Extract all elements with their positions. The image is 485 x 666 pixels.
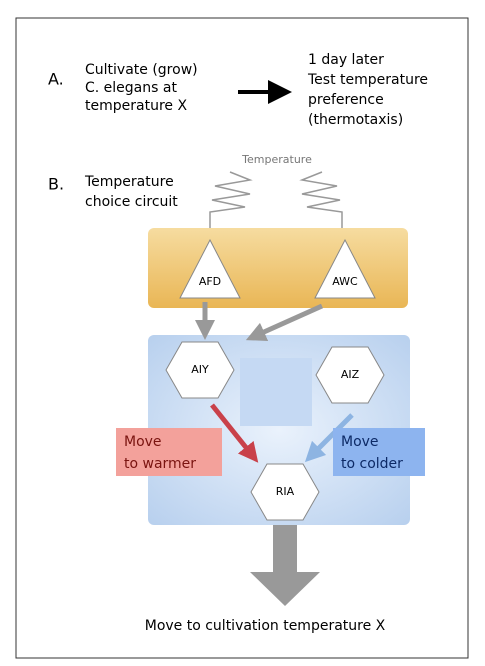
arrow <box>210 403 259 463</box>
line: C. elegans at <box>85 80 177 96</box>
cause-text: Cultivate (grow) C. elegans at temperatu… <box>85 62 198 114</box>
neuron-label: RIA <box>276 485 295 498</box>
neuron <box>315 346 385 404</box>
neuron-label: AFD <box>199 275 221 288</box>
line: temperature X <box>85 98 187 114</box>
neuron-label: AIZ <box>341 368 360 381</box>
line: 1 day later <box>308 52 384 68</box>
squiggle <box>209 171 253 228</box>
outcome-text: Move to cultivation temperature X <box>145 618 386 634</box>
neuron <box>165 341 235 399</box>
warmer-text: to warmer <box>124 456 196 472</box>
neuron <box>250 463 320 521</box>
step-label: B. <box>48 175 64 194</box>
warmer-box <box>116 428 222 476</box>
effect-text: 1 day later Test temperature preference … <box>307 52 428 128</box>
neuron-label: AWC <box>332 275 358 288</box>
inner-square <box>240 358 312 426</box>
stimulus-label: Temperature <box>241 153 312 166</box>
colder-text: to colder <box>341 456 403 472</box>
output-arrow <box>250 525 320 606</box>
arrow <box>304 413 354 463</box>
line: Cultivate (grow) <box>85 62 198 78</box>
neuron <box>179 238 241 299</box>
line: preference <box>308 92 384 108</box>
circuit-title: choice circuit <box>85 194 178 210</box>
colder-box <box>333 428 425 476</box>
colder-text: Move <box>341 434 379 450</box>
step-label: A. <box>48 70 64 89</box>
line: Test temperature <box>307 72 428 88</box>
line: (thermotaxis) <box>308 112 403 128</box>
neuron <box>314 238 376 299</box>
squiggle <box>299 171 343 228</box>
arrow <box>245 303 324 342</box>
frame <box>15 17 469 659</box>
neuron-label: AIY <box>191 363 209 376</box>
circuit-title: Temperature <box>84 174 174 190</box>
warmer-text: Move <box>124 434 162 450</box>
